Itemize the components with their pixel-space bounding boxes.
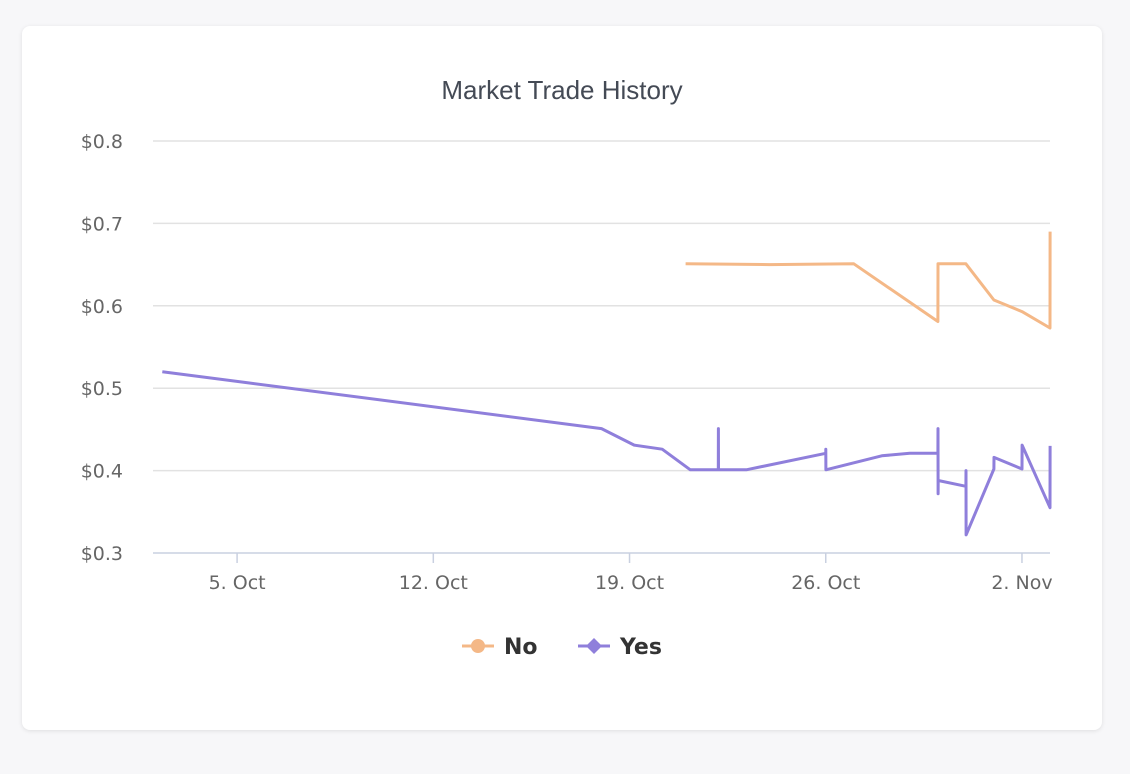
x-tick-label: 2. Nov bbox=[991, 572, 1052, 594]
series-line-no[interactable] bbox=[685, 231, 1052, 330]
y-tick-label: $0.3 bbox=[81, 543, 123, 565]
y-tick-label: $0.5 bbox=[81, 378, 123, 400]
axes: $0.3 $0.4 $0.5 $0.6 $0.7 $0.8 5. Oct 12. Oct 19.… bbox=[81, 131, 1053, 594]
x-tick-label: 12. Oct bbox=[399, 572, 468, 594]
x-tick-label: 5. Oct bbox=[209, 572, 266, 594]
y-tick-label: $0.8 bbox=[81, 131, 123, 153]
legend-label: No bbox=[504, 635, 538, 660]
series-line-yes[interactable] bbox=[162, 370, 1052, 537]
legend-label: Yes bbox=[619, 635, 662, 660]
legend[interactable]: No Yes bbox=[462, 635, 662, 660]
y-tick-label: $0.7 bbox=[81, 213, 123, 235]
legend-item-no[interactable]: No bbox=[462, 635, 538, 660]
x-tick-label: 26. Oct bbox=[791, 572, 860, 594]
chart-title: Market Trade History bbox=[441, 75, 682, 105]
x-tick-label: 19. Oct bbox=[595, 572, 664, 594]
legend-diamond-marker bbox=[586, 638, 602, 654]
grid-lines bbox=[153, 140, 1050, 554]
y-tick-label: $0.4 bbox=[81, 461, 123, 483]
trade-history-chart: Market Trade History $0.3$0.4$0.5$0.6$0.… bbox=[81, 75, 1053, 660]
chart-card: Market Trade History $0.3 $0.4 $0.5 $0.6 $0.… bbox=[22, 26, 1102, 730]
series-lines bbox=[162, 231, 1052, 537]
legend-circle-marker bbox=[471, 639, 485, 653]
legend-item-yes[interactable]: Yes bbox=[578, 635, 662, 660]
y-tick-label: $0.6 bbox=[81, 296, 123, 318]
